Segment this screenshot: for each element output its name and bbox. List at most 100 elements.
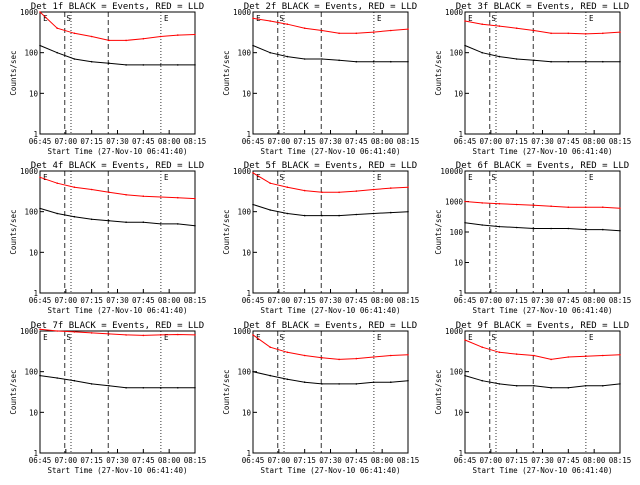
y-axis-label: Counts/sec bbox=[434, 50, 443, 95]
x-tick-label: 06:45 bbox=[454, 456, 477, 465]
x-tick-label: 08:00 bbox=[158, 296, 181, 305]
x-tick-label: 08:00 bbox=[371, 137, 394, 146]
x-tick-label: 07:00 bbox=[268, 296, 291, 305]
data-point bbox=[498, 202, 501, 205]
data-point bbox=[338, 383, 340, 385]
data-point bbox=[515, 58, 518, 60]
data-point bbox=[321, 356, 323, 359]
data-point bbox=[142, 64, 145, 66]
x-tick-label: 07:15 bbox=[293, 456, 316, 465]
data-point bbox=[286, 212, 289, 215]
lld-series-line bbox=[252, 334, 409, 360]
data-point bbox=[177, 333, 179, 336]
data-point bbox=[390, 211, 392, 214]
marker-label: S bbox=[279, 173, 284, 182]
y-tick-label: 10 bbox=[454, 259, 464, 268]
marker-label: S bbox=[491, 173, 496, 182]
y-tick-label: 1 bbox=[246, 449, 251, 458]
data-point bbox=[142, 195, 145, 197]
data-point bbox=[355, 357, 358, 360]
data-point bbox=[73, 331, 76, 333]
data-point bbox=[464, 44, 466, 47]
marker-label: S bbox=[279, 14, 284, 23]
lld-series-line bbox=[39, 328, 196, 336]
chart-title: Det 7f BLACK = Events, RED = LLD bbox=[31, 321, 204, 331]
x-tick-label: 08:00 bbox=[371, 456, 394, 465]
data-point bbox=[550, 387, 552, 389]
y-tick-label: 1000 bbox=[233, 327, 252, 336]
data-point bbox=[56, 51, 58, 54]
data-point bbox=[90, 60, 93, 63]
x-tick-label: 08:15 bbox=[609, 456, 632, 465]
data-point bbox=[90, 383, 93, 385]
data-point bbox=[252, 203, 254, 206]
data-point bbox=[372, 381, 375, 384]
x-tick-label: 07:00 bbox=[268, 137, 291, 146]
data-point bbox=[619, 207, 621, 210]
y-tick-label: 1 bbox=[33, 130, 38, 139]
x-tick-label: 06:45 bbox=[242, 296, 265, 305]
data-point bbox=[390, 381, 392, 384]
y-tick-label: 10 bbox=[242, 248, 252, 257]
marker-label: E bbox=[256, 333, 261, 342]
data-point bbox=[372, 356, 375, 358]
marker-label: E bbox=[164, 14, 169, 23]
data-point bbox=[303, 27, 306, 30]
data-point bbox=[515, 353, 518, 355]
x-tick-label: 07:45 bbox=[345, 456, 368, 465]
chart-title: Det 8f BLACK = Events, RED = LLD bbox=[244, 321, 417, 331]
data-point bbox=[602, 206, 604, 208]
y-tick-label: 10 bbox=[29, 248, 39, 257]
data-point bbox=[142, 334, 145, 337]
data-point bbox=[515, 27, 518, 30]
x-axis-label: Start Time (27-Nov-10 06:41:40) bbox=[261, 147, 401, 156]
plot-frame bbox=[252, 11, 409, 135]
x-tick-label: 07:30 bbox=[531, 137, 554, 146]
x-tick-label: 08:15 bbox=[609, 296, 632, 305]
data-point bbox=[481, 346, 484, 349]
data-point bbox=[338, 32, 340, 35]
x-tick-label: 07:30 bbox=[106, 456, 129, 465]
x-tick-label: 08:00 bbox=[583, 137, 606, 146]
x-tick-label: 07:30 bbox=[319, 296, 342, 305]
data-point bbox=[90, 218, 93, 221]
data-point bbox=[584, 206, 587, 208]
data-point bbox=[286, 378, 289, 381]
chart-panel-4: E E Det 4f BLACK = Events, RED = LLD 1 10 100… bbox=[9, 161, 206, 315]
chart-panel-9: E S E Det 9f BLACK = Events, RED = LLD 1 10 10… bbox=[434, 321, 631, 475]
marker-label: E bbox=[468, 333, 473, 342]
data-point bbox=[159, 387, 162, 389]
data-point bbox=[355, 32, 358, 35]
y-tick-label: 100 bbox=[449, 49, 463, 58]
data-point bbox=[125, 194, 127, 196]
y-axis-label: Counts/sec bbox=[222, 50, 231, 95]
data-point bbox=[73, 379, 76, 382]
data-point bbox=[90, 35, 93, 38]
marker-label: E bbox=[256, 173, 261, 182]
data-point bbox=[159, 35, 162, 38]
y-axis-label: Counts/sec bbox=[222, 209, 231, 254]
data-point bbox=[407, 60, 409, 63]
x-tick-label: 08:15 bbox=[397, 456, 420, 465]
data-point bbox=[269, 20, 272, 22]
marker-label: E bbox=[164, 333, 169, 342]
y-tick-label: 1000 bbox=[445, 198, 464, 207]
data-point bbox=[481, 202, 484, 204]
chart-panel-3: E S E Det 3f BLACK = Events, RED = LLD 1 10 10… bbox=[434, 2, 631, 156]
data-point bbox=[550, 32, 552, 35]
x-tick-label: 08:15 bbox=[184, 296, 207, 305]
data-point bbox=[355, 383, 358, 385]
data-point bbox=[567, 206, 570, 208]
x-tick-label: 07:15 bbox=[80, 296, 103, 305]
y-tick-label: 10 bbox=[29, 89, 39, 98]
x-tick-label: 07:30 bbox=[531, 456, 554, 465]
data-point bbox=[125, 334, 127, 336]
data-point bbox=[355, 213, 358, 216]
marker-label: S bbox=[66, 14, 71, 23]
data-point bbox=[142, 37, 145, 40]
data-point bbox=[407, 379, 409, 382]
data-point bbox=[303, 58, 306, 60]
data-point bbox=[602, 228, 604, 231]
x-tick-label: 08:15 bbox=[397, 296, 420, 305]
data-point bbox=[407, 210, 409, 213]
